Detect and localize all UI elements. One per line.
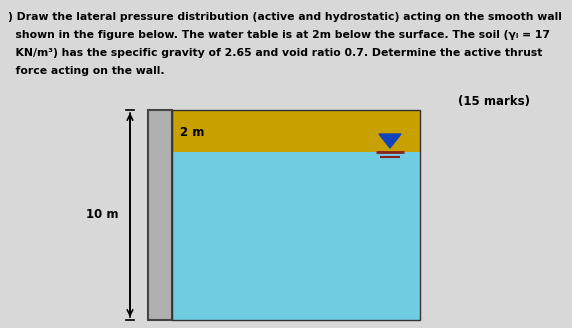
Bar <box>148 110 172 320</box>
Text: 10 m: 10 m <box>86 209 118 221</box>
Text: force acting on the wall.: force acting on the wall. <box>8 66 165 76</box>
Text: ) Draw the lateral pressure distribution (active and hydrostatic) acting on the : ) Draw the lateral pressure distribution… <box>8 12 562 22</box>
Text: shown in the figure below. The water table is at 2m below the surface. The soil : shown in the figure below. The water tab… <box>8 30 550 40</box>
Polygon shape <box>379 134 401 148</box>
Bar <box>172 152 420 320</box>
Text: KN/m³) has the specific gravity of 2.65 and void ratio 0.7. Determine the active: KN/m³) has the specific gravity of 2.65 … <box>8 48 542 58</box>
Text: (15 marks): (15 marks) <box>458 95 530 108</box>
Bar <box>172 110 420 152</box>
Text: 2 m: 2 m <box>180 127 204 139</box>
Bar <box>172 110 420 320</box>
